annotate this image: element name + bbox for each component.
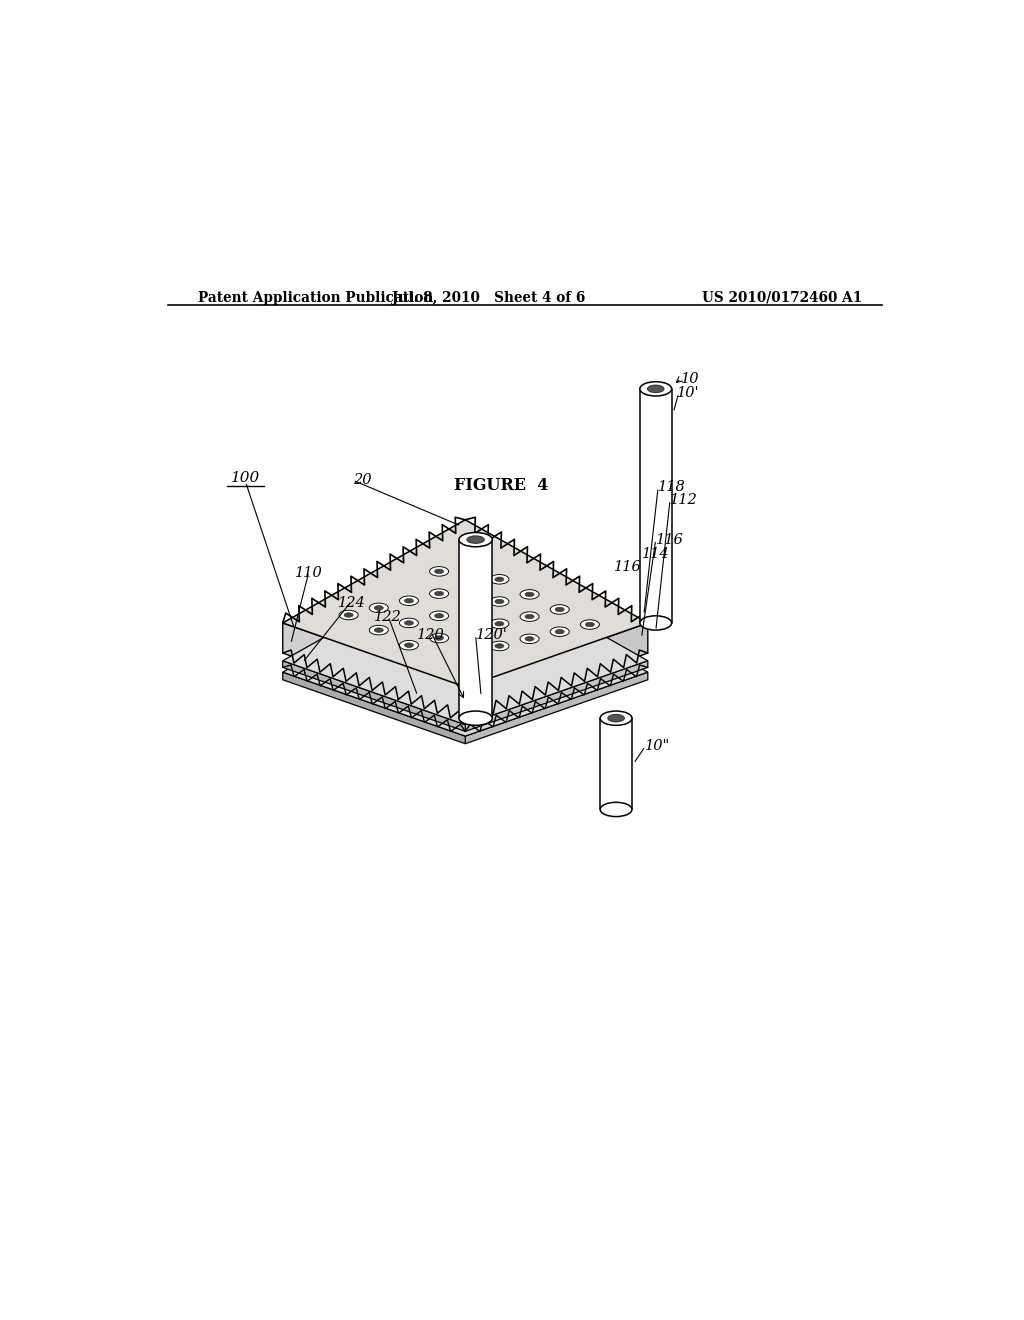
Ellipse shape [600,711,632,725]
Ellipse shape [399,618,419,628]
Polygon shape [600,718,632,809]
Text: 112: 112 [670,492,697,507]
Ellipse shape [434,614,443,618]
Ellipse shape [460,648,479,657]
Ellipse shape [640,381,672,396]
Polygon shape [640,389,672,623]
Ellipse shape [555,630,564,634]
Ellipse shape [339,610,358,620]
Ellipse shape [555,607,564,611]
Polygon shape [283,623,465,717]
Ellipse shape [520,590,539,599]
Ellipse shape [600,803,632,817]
Polygon shape [459,540,493,718]
Ellipse shape [430,566,449,576]
Ellipse shape [404,620,414,626]
Text: Jul. 8, 2010   Sheet 4 of 6: Jul. 8, 2010 Sheet 4 of 6 [392,290,586,305]
Ellipse shape [434,591,443,595]
Text: 120': 120' [475,628,507,642]
Polygon shape [465,672,648,743]
Ellipse shape [430,634,449,643]
Ellipse shape [608,714,625,722]
Text: 122: 122 [375,610,402,623]
Text: 116: 116 [614,561,642,574]
Text: US 2010/0172460 A1: US 2010/0172460 A1 [701,290,862,305]
Ellipse shape [495,622,504,626]
Ellipse shape [550,605,569,614]
Polygon shape [283,569,648,737]
Ellipse shape [467,536,484,544]
Ellipse shape [460,582,479,591]
Ellipse shape [525,636,535,642]
Text: 110: 110 [295,566,323,579]
Ellipse shape [489,574,509,583]
Ellipse shape [495,599,504,603]
Ellipse shape [399,640,419,649]
Text: 20: 20 [352,473,371,487]
Text: 10': 10' [677,385,699,400]
Polygon shape [283,557,648,725]
Text: 114: 114 [642,546,670,561]
Ellipse shape [374,628,383,632]
Text: 10": 10" [645,739,671,752]
Ellipse shape [399,595,419,606]
Ellipse shape [460,626,479,636]
Ellipse shape [640,616,672,630]
Text: 116: 116 [655,533,683,546]
Ellipse shape [370,626,388,635]
Ellipse shape [434,636,443,640]
Text: 124: 124 [338,597,366,610]
Ellipse shape [459,532,493,546]
Ellipse shape [465,606,474,611]
Polygon shape [283,672,465,743]
Ellipse shape [581,620,599,630]
Polygon shape [283,520,648,686]
Ellipse shape [404,598,414,603]
Ellipse shape [465,651,474,656]
Ellipse shape [520,612,539,622]
Text: FIGURE  4: FIGURE 4 [454,477,548,494]
Ellipse shape [370,603,388,612]
Ellipse shape [374,606,383,610]
Ellipse shape [434,569,443,574]
Ellipse shape [550,627,569,636]
Polygon shape [465,661,648,731]
Text: 120: 120 [418,628,445,642]
Ellipse shape [489,642,509,651]
Ellipse shape [465,585,474,589]
Ellipse shape [520,634,539,644]
Ellipse shape [586,622,595,627]
Polygon shape [465,623,648,717]
Ellipse shape [495,644,504,648]
Ellipse shape [344,612,353,618]
Ellipse shape [404,643,414,647]
Ellipse shape [460,605,479,614]
Text: 100: 100 [230,471,260,484]
Ellipse shape [430,611,449,620]
Text: 10: 10 [681,371,699,385]
Text: 118: 118 [658,480,686,494]
Ellipse shape [525,614,535,619]
Ellipse shape [465,628,474,634]
Ellipse shape [489,619,509,628]
Ellipse shape [465,562,474,566]
Ellipse shape [495,577,504,582]
Ellipse shape [459,711,493,725]
Ellipse shape [460,560,479,569]
Ellipse shape [525,593,535,597]
Text: Patent Application Publication: Patent Application Publication [198,290,433,305]
Ellipse shape [647,385,664,392]
Ellipse shape [489,597,509,606]
Polygon shape [283,661,465,731]
Ellipse shape [430,589,449,598]
